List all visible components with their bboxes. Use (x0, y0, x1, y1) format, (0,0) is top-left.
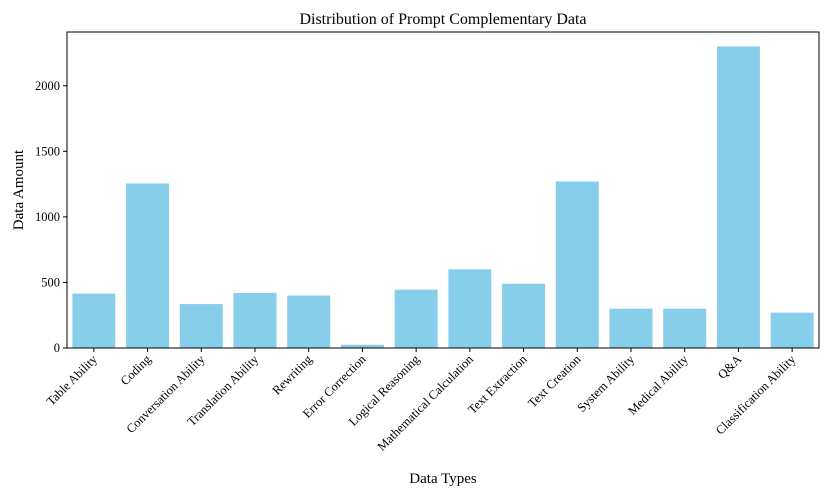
bar-conversation-ability (179, 304, 223, 348)
bar-mathematical-calculation (448, 269, 492, 348)
bar-translation-ability (233, 292, 277, 348)
bar-rewriting (287, 295, 331, 348)
bar-coding (126, 183, 170, 348)
bar-text-extraction (502, 283, 546, 348)
bar-medical-ability (663, 308, 707, 348)
y-tick-label: 500 (41, 275, 60, 289)
bar-table-ability (72, 293, 116, 348)
y-tick-label: 0 (54, 341, 60, 355)
x-tick-label: Coding (118, 352, 154, 388)
x-tick-label: Mathematical Calculation (375, 352, 477, 454)
x-tick-label: Rewriting (270, 352, 316, 398)
y-axis: 0 500 1000 1500 2000 (35, 79, 67, 355)
bar-error-correction (340, 344, 384, 348)
x-tick-label: Table Ability (44, 352, 101, 409)
bar-text-creation (555, 181, 599, 348)
y-tick-label: 1500 (35, 144, 60, 158)
bar-classification-ability (770, 312, 814, 348)
bar-q-a (716, 46, 760, 348)
bar-logical-reasoning (394, 289, 438, 348)
y-tick-label: 2000 (35, 79, 60, 93)
x-tick-label: Text Creation (525, 352, 584, 411)
y-axis-label: Data Amount (11, 149, 27, 230)
plot-frame (66, 31, 820, 349)
x-axis-label: Data Types (409, 471, 477, 487)
chart-title: Distribution of Prompt Complementary Dat… (299, 11, 586, 28)
x-tick-label: Q&A (715, 352, 745, 382)
y-tick-label: 1000 (35, 210, 60, 224)
bar-system-ability (609, 308, 653, 348)
bars-group (72, 46, 814, 348)
